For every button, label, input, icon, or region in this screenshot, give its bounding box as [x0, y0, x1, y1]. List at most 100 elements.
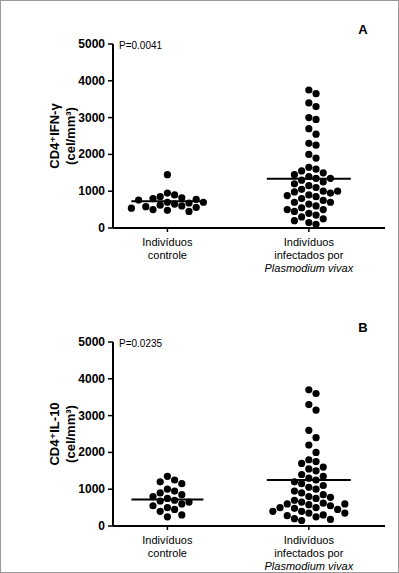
dot: [305, 441, 312, 448]
y-tick-label: 3000: [78, 111, 105, 125]
dot: [305, 493, 312, 500]
category-word: vivax: [325, 262, 354, 274]
dot: [327, 502, 334, 509]
dot: [200, 199, 207, 206]
y-label-line: (cel/mm³): [63, 405, 78, 463]
dot: [305, 210, 312, 217]
dot: [291, 188, 298, 195]
dot: [312, 212, 319, 219]
dot: [305, 456, 312, 463]
dot: [312, 486, 319, 493]
dot: [284, 512, 291, 519]
x-axis: [113, 227, 385, 229]
dot: [341, 510, 348, 517]
dot: [298, 186, 305, 193]
dot: [284, 500, 291, 507]
dot: [312, 103, 319, 110]
panel: 010002000300040005000CD4⁺IL-10(cel/mm³)B…: [47, 320, 385, 572]
dot: [312, 458, 319, 465]
dot: [298, 471, 305, 478]
y-tick-label: 1000: [78, 482, 105, 496]
y-tick: [108, 378, 113, 380]
dot: [276, 504, 283, 511]
dot: [312, 504, 319, 511]
dot: [164, 199, 171, 206]
marks: [128, 86, 351, 228]
dot: [312, 166, 319, 173]
y-tick: [108, 190, 113, 192]
y-tick-label: 1000: [78, 184, 105, 198]
category-line: Indivíduos: [142, 534, 193, 546]
x-tick: [308, 228, 310, 232]
dot: [305, 427, 312, 434]
dot: [298, 480, 305, 487]
dot: [305, 140, 312, 147]
dot: [291, 208, 298, 215]
y-tick: [108, 154, 113, 156]
panel: 010002000300040005000CD4⁺IFN-γ(cel/mm³)A…: [47, 22, 385, 274]
dot: [298, 204, 305, 211]
dot: [312, 90, 319, 97]
dot: [157, 489, 164, 496]
dot: [305, 484, 312, 491]
dot: [305, 510, 312, 517]
dot: [320, 491, 327, 498]
dot: [298, 195, 305, 202]
dot: [305, 219, 312, 226]
dot: [298, 167, 305, 174]
dot: [157, 478, 164, 485]
y-axis-label: CD4⁺IL-10(cel/mm³): [47, 402, 78, 465]
y-tick: [108, 227, 113, 229]
dot: [327, 494, 334, 501]
dot: [305, 164, 312, 171]
dot: [320, 206, 327, 213]
category-label: Indivíduosinfectados porPlasmodium vivax: [265, 236, 354, 274]
dot: [312, 495, 319, 502]
category-line: controle: [148, 249, 187, 261]
p-value: P=0.0235: [119, 338, 163, 349]
dot: [164, 495, 171, 502]
y-tick: [108, 415, 113, 417]
dot: [305, 200, 312, 207]
dot: [305, 114, 312, 121]
dot: [312, 193, 319, 200]
category-word: por: [324, 249, 343, 261]
dot: [341, 500, 348, 507]
dot: [164, 513, 171, 520]
y-tick: [108, 117, 113, 119]
category-word: vivax: [325, 560, 354, 572]
dot: [298, 460, 305, 467]
dot: [284, 206, 291, 213]
dot: [157, 202, 164, 209]
dot: [305, 86, 312, 93]
dot: [149, 502, 156, 509]
p-value: P=0.0041: [119, 40, 163, 51]
dot: [171, 191, 178, 198]
dot: [164, 473, 171, 480]
y-tick: [108, 80, 113, 82]
y-tick-label: 0: [98, 221, 105, 235]
dot: [327, 516, 334, 523]
dot: [305, 465, 312, 472]
dot: [320, 215, 327, 222]
dot: [305, 182, 312, 189]
dot: [164, 486, 171, 493]
dot: [157, 497, 164, 504]
category-line: Indivíduos: [284, 236, 335, 248]
dot: [312, 467, 319, 474]
dot: [312, 184, 319, 191]
x-tick: [167, 526, 169, 530]
y-tick: [108, 452, 113, 454]
dot: [164, 504, 171, 511]
category-word: Indivíduos: [142, 236, 193, 248]
y-tick-label: 4000: [78, 372, 105, 386]
dot: [312, 390, 319, 397]
dot: [298, 489, 305, 496]
dot: [312, 202, 319, 209]
y-label-line: CD4⁺IFN-γ: [47, 103, 62, 169]
dot: [291, 171, 298, 178]
y-tick: [108, 488, 113, 490]
dot: [149, 206, 156, 213]
mean-line: [267, 178, 351, 180]
category-line: Plasmodium vivax: [265, 560, 354, 572]
